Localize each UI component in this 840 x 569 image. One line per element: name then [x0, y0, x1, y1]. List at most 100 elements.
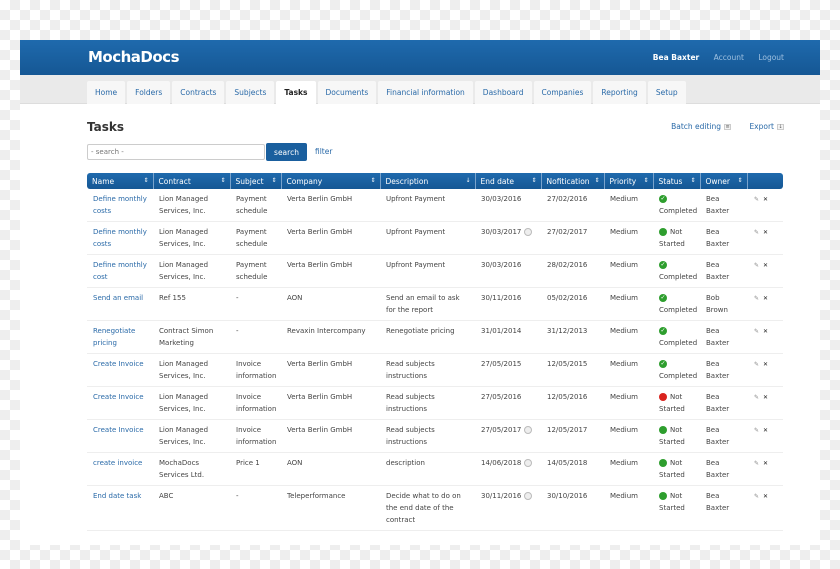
description-text: Renegotiate pricing	[386, 327, 455, 335]
name-text[interactable]: End date task	[93, 492, 142, 500]
name-text[interactable]: Define monthly cost	[93, 261, 147, 281]
account-link[interactable]: Account	[713, 53, 744, 62]
user-name[interactable]: Bea Baxter	[652, 53, 700, 62]
cell-owner: Bea Baxter	[700, 419, 747, 453]
cell-name[interactable]: Create Invoice	[87, 353, 153, 387]
header: MochaDocs Bea Baxter Account Logout	[20, 40, 820, 75]
search-input[interactable]	[87, 144, 265, 160]
search-button[interactable]: search	[266, 143, 307, 161]
edit-icon[interactable]: ✎	[753, 361, 760, 368]
cell-name[interactable]: End date task	[87, 485, 153, 531]
delete-icon[interactable]: ✕	[762, 328, 769, 335]
priority-text: Medium	[610, 393, 638, 401]
name-text[interactable]: Send an email	[93, 294, 144, 302]
cell-name[interactable]: create invoice	[87, 452, 153, 486]
name-text[interactable]: create invoice	[93, 459, 143, 467]
name-text[interactable]: Define monthly costs	[93, 228, 147, 248]
cell-name[interactable]: Send an email	[87, 287, 153, 321]
delete-icon[interactable]: ✕	[762, 394, 769, 401]
column-header-owner[interactable]: Owner ⇕	[700, 173, 748, 189]
cell-name[interactable]: Define monthly cost	[87, 254, 153, 288]
column-header-contract[interactable]: Contract ⇕	[153, 173, 231, 189]
logout-link[interactable]: Logout	[758, 53, 784, 62]
delete-icon[interactable]: ✕	[762, 229, 769, 236]
tab-companies[interactable]: Companies	[533, 81, 592, 104]
column-header-end-date[interactable]: End date ⇕	[475, 173, 542, 189]
export-link[interactable]: Export ↓	[741, 122, 784, 131]
delete-icon[interactable]: ✕	[762, 460, 769, 467]
filter-link[interactable]: filter	[315, 147, 333, 156]
table-row: create invoice MochaDocs Services Ltd. Pri…	[87, 452, 783, 486]
column-header-subject[interactable]: Subject ⇕	[230, 173, 282, 189]
batch-editing-link[interactable]: Batch editing ≡	[663, 122, 732, 131]
end-date-text: 30/03/2016	[481, 261, 522, 269]
name-text[interactable]: Create Invoice	[93, 360, 144, 368]
sort-icon[interactable]: ⇕	[531, 177, 537, 184]
name-text[interactable]: Renegotiate pricing	[93, 327, 136, 347]
edit-icon[interactable]: ✎	[753, 427, 760, 434]
name-text[interactable]: Define monthly costs	[93, 195, 147, 215]
subject-text: Payment schedule	[236, 228, 268, 248]
cell-company: AON	[281, 287, 380, 321]
column-header-status[interactable]: Status ⇕	[653, 173, 701, 189]
delete-icon[interactable]: ✕	[762, 262, 769, 269]
cell-name[interactable]: Create Invoice	[87, 386, 153, 420]
cell-name[interactable]: Create Invoice	[87, 419, 153, 453]
edit-icon[interactable]: ✎	[753, 460, 760, 467]
sort-icon[interactable]: ⇕	[143, 177, 149, 184]
column-header-name[interactable]: Name ⇕	[87, 173, 154, 189]
edit-icon[interactable]: ✎	[753, 262, 760, 269]
tab-reporting[interactable]: Reporting	[593, 81, 646, 104]
delete-icon[interactable]: ✕	[762, 196, 769, 203]
delete-icon[interactable]: ✕	[762, 427, 769, 434]
cell-company: Verta Berlin GmbH	[281, 189, 380, 222]
priority-text: Medium	[610, 492, 638, 500]
edit-icon[interactable]: ✎	[753, 196, 760, 203]
tab-dashboard[interactable]: Dashboard	[474, 81, 532, 104]
contract-text: Lion Managed Services, Inc.	[159, 426, 209, 446]
cell-owner: Bea Baxter	[700, 254, 747, 288]
tab-financial-information[interactable]: Financial information	[378, 81, 473, 104]
edit-icon[interactable]: ✎	[753, 394, 760, 401]
delete-icon[interactable]: ✕	[762, 361, 769, 368]
tab-setup[interactable]: Setup	[647, 81, 686, 104]
logo[interactable]: MochaDocs	[88, 48, 180, 66]
delete-icon[interactable]: ✕	[762, 295, 769, 302]
tab-tasks[interactable]: Tasks	[276, 81, 316, 104]
tab-folders[interactable]: Folders	[127, 81, 171, 104]
sort-icon[interactable]: ⇕	[594, 177, 600, 184]
column-header-description[interactable]: Description ↓	[380, 173, 476, 189]
tab-home[interactable]: Home	[87, 81, 126, 104]
column-header-company[interactable]: Company ⇕	[281, 173, 381, 189]
cell-contract: Lion Managed Services, Inc.	[153, 353, 230, 387]
company-text: Teleperformance	[287, 492, 346, 500]
check-circle-icon: ✓	[659, 195, 667, 203]
sort-icon[interactable]: ⇕	[690, 177, 696, 184]
cell-name[interactable]: Renegotiate pricing	[87, 320, 153, 354]
cell-name[interactable]: Define monthly costs	[87, 221, 153, 255]
edit-icon[interactable]: ✎	[753, 493, 760, 500]
cell-name[interactable]: Define monthly costs	[87, 189, 153, 222]
tab-subjects[interactable]: Subjects	[226, 81, 275, 104]
sort-icon[interactable]: ⇕	[271, 177, 277, 184]
sort-desc-icon[interactable]: ↓	[465, 177, 471, 184]
sort-icon[interactable]: ⇕	[220, 177, 226, 184]
column-header-priority[interactable]: Priority ⇕	[604, 173, 654, 189]
edit-icon[interactable]: ✎	[753, 295, 760, 302]
tab-documents[interactable]: Documents	[317, 81, 377, 104]
sort-icon[interactable]: ⇕	[737, 177, 743, 184]
notification-text: 14/05/2018	[547, 459, 588, 467]
sort-icon[interactable]: ⇕	[370, 177, 376, 184]
sort-icon[interactable]: ⇕	[643, 177, 649, 184]
name-text[interactable]: Create Invoice	[93, 393, 144, 401]
cell-description: Upfront Payment	[380, 221, 475, 255]
cell-priority: Medium	[604, 419, 653, 453]
cell-actions: ✎ ✕	[747, 254, 783, 288]
edit-icon[interactable]: ✎	[753, 229, 760, 236]
delete-icon[interactable]: ✕	[762, 493, 769, 500]
column-header-nofitication[interactable]: Nofitication ⇕	[541, 173, 605, 189]
edit-icon[interactable]: ✎	[753, 328, 760, 335]
tab-contracts[interactable]: Contracts	[172, 81, 225, 104]
cell-company: Verta Berlin GmbH	[281, 353, 380, 387]
name-text[interactable]: Create Invoice	[93, 426, 144, 434]
